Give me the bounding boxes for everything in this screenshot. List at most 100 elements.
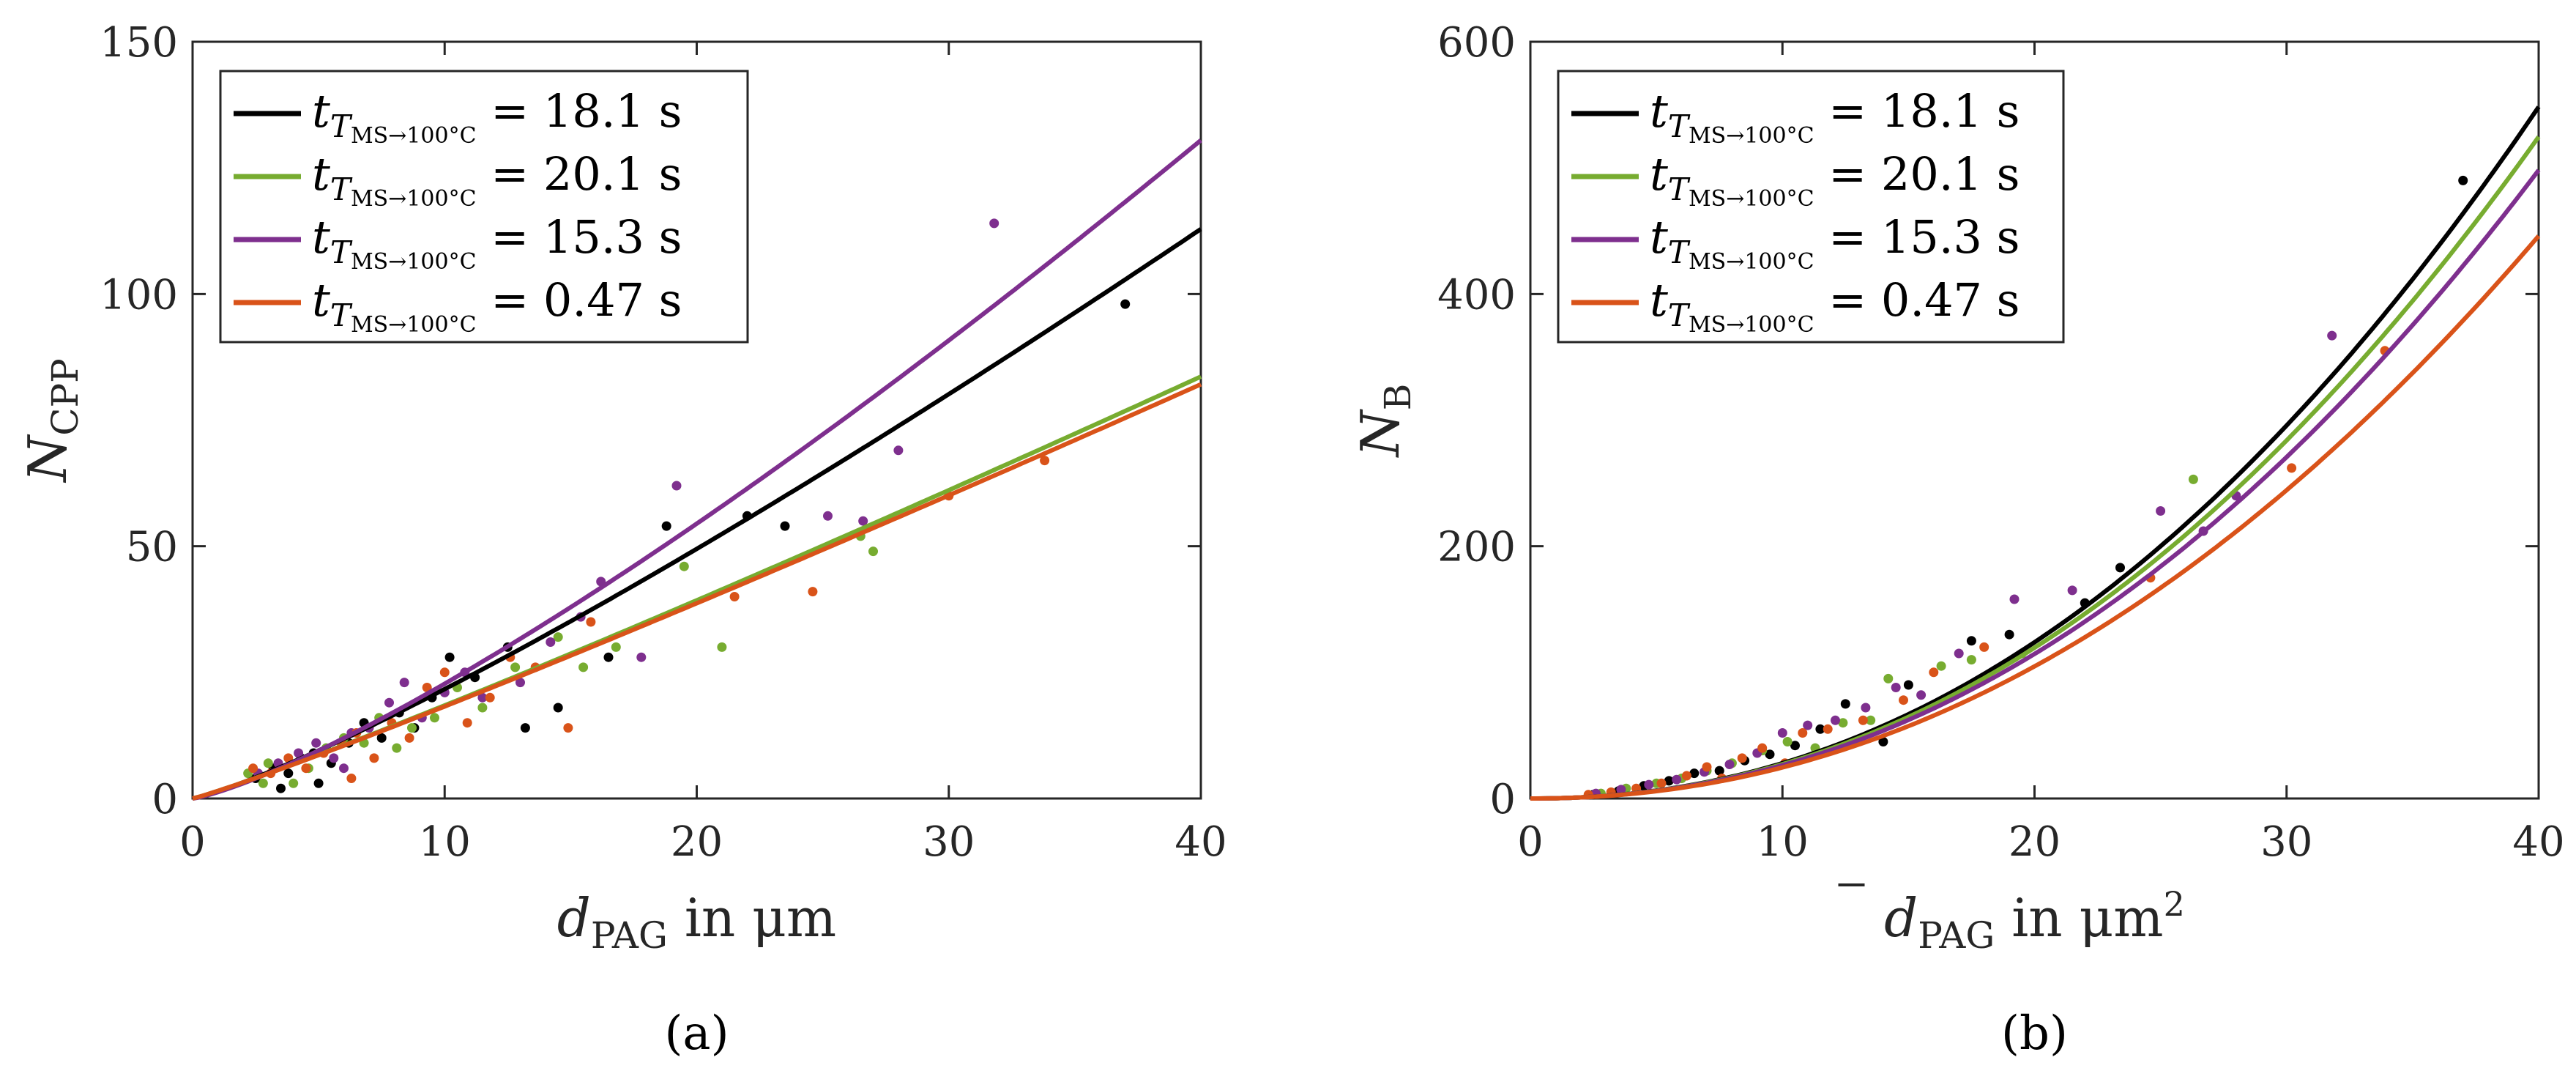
legend-entry-purple: tTMS→100°C = 15.3 s	[1650, 210, 2020, 275]
data-point-purple	[1916, 690, 1927, 700]
data-point-purple	[477, 692, 488, 703]
data-point-purple	[1954, 648, 1964, 659]
data-point-orange	[808, 587, 818, 597]
data-point-purple	[1803, 720, 1813, 730]
data-point-green	[717, 642, 727, 652]
data-point-green	[2188, 474, 2198, 484]
data-point-green	[679, 561, 689, 571]
data-point-black	[283, 768, 294, 779]
data-point-black	[1664, 776, 1674, 786]
data-point-purple	[1672, 774, 1682, 785]
data-point-purple	[1861, 703, 1871, 713]
data-point-orange	[1979, 642, 1989, 652]
data-point-orange	[462, 718, 472, 728]
data-point-purple	[546, 637, 556, 647]
y-tick-label: 0	[1489, 776, 1516, 823]
data-point-orange	[1858, 715, 1868, 725]
data-point-green	[611, 642, 621, 652]
data-point-orange	[1656, 778, 1667, 788]
legend-entry-green: tTMS→100°C = 20.1 s	[1650, 147, 2020, 212]
panel-caption: (b)	[2001, 1007, 2068, 1061]
y-tick-label: 0	[152, 776, 178, 823]
data-point-green	[578, 662, 589, 672]
data-point-purple	[1616, 785, 1626, 795]
data-point-black	[1765, 749, 1775, 760]
data-point-black	[1714, 766, 1724, 776]
data-point-black	[1966, 636, 1976, 646]
data-point-green	[510, 662, 521, 672]
data-point-purple	[294, 748, 304, 758]
data-point-purple	[1644, 779, 1654, 790]
data-point-green	[1966, 655, 1976, 665]
data-point-orange	[485, 692, 495, 703]
data-point-green	[430, 713, 439, 723]
data-point-black	[376, 733, 387, 743]
x-tick-label: 30	[2260, 818, 2312, 866]
x-axis-label: dPAG in μm2	[1884, 884, 2185, 957]
x-tick-label: 40	[2512, 818, 2564, 866]
data-point-purple	[515, 678, 525, 688]
data-point-purple	[339, 763, 349, 774]
data-point-black	[2458, 175, 2468, 185]
data-point-orange	[586, 617, 596, 627]
data-point-black	[1689, 768, 1700, 779]
data-point-black	[603, 652, 614, 662]
y-tick-label: 100	[100, 271, 178, 319]
legend-box	[219, 70, 749, 344]
data-point-green	[1883, 673, 1894, 683]
fit-line-orange	[1530, 234, 2541, 801]
data-point-purple	[893, 445, 904, 456]
data-point-black	[661, 521, 671, 531]
data-point-purple	[2067, 585, 2077, 596]
legend-entry-purple: tTMS→100°C = 15.3 s	[312, 210, 682, 275]
data-point-black	[2115, 563, 2125, 573]
legend-entry-orange: tTMS→100°C = 0.47 s	[312, 273, 682, 338]
data-point-green	[1866, 715, 1876, 725]
y-tick-label: 150	[100, 19, 178, 67]
data-point-black	[276, 783, 286, 793]
data-point-orange	[729, 592, 740, 601]
data-point-green	[1782, 737, 1793, 746]
data-point-purple	[2327, 330, 2337, 341]
data-point-orange	[1702, 762, 1712, 772]
data-point-orange	[301, 763, 311, 774]
data-point-black	[1903, 680, 1913, 690]
x-tick-label: 20	[2009, 818, 2061, 866]
data-point-green	[1838, 718, 1848, 728]
data-point-orange	[1757, 743, 1768, 753]
data-point-purple	[1777, 728, 1787, 738]
data-point-orange	[346, 774, 357, 783]
data-point-green	[868, 546, 878, 557]
data-point-purple	[329, 753, 339, 763]
data-point-black	[1878, 737, 1888, 746]
legend-entry-black: tTMS→100°C = 18.1 s	[1650, 84, 2020, 149]
data-point-orange	[1798, 728, 1808, 738]
data-point-purple	[823, 511, 833, 521]
data-point-black	[553, 703, 563, 713]
data-point-purple	[1891, 683, 1901, 692]
data-point-black	[1815, 724, 1825, 734]
y-tick-label: 200	[1437, 524, 1516, 571]
y-axis-label: NB	[1350, 384, 1419, 459]
data-point-orange	[439, 667, 450, 678]
data-point-purple	[858, 516, 868, 526]
data-point-green	[477, 703, 488, 713]
data-point-orange	[1681, 771, 1691, 781]
data-point-purple	[671, 481, 682, 491]
data-point-purple	[311, 738, 321, 748]
x-tick-label: 30	[923, 818, 975, 866]
y-tick-label: 600	[1437, 19, 1516, 67]
data-point-green	[263, 758, 273, 768]
data-point-purple	[2009, 594, 2020, 604]
data-point-orange	[1823, 724, 1833, 734]
x-axis-label: dPAG in μm	[557, 887, 836, 957]
data-point-orange	[1929, 667, 1939, 678]
x-tick-label: 20	[671, 818, 723, 866]
data-point-purple	[2156, 506, 2166, 516]
data-point-black	[1120, 299, 1131, 309]
y-axis-label: NCPP	[17, 358, 86, 483]
legend-entry-black: tTMS→100°C = 18.1 s	[312, 84, 682, 149]
data-point-orange	[404, 733, 414, 743]
